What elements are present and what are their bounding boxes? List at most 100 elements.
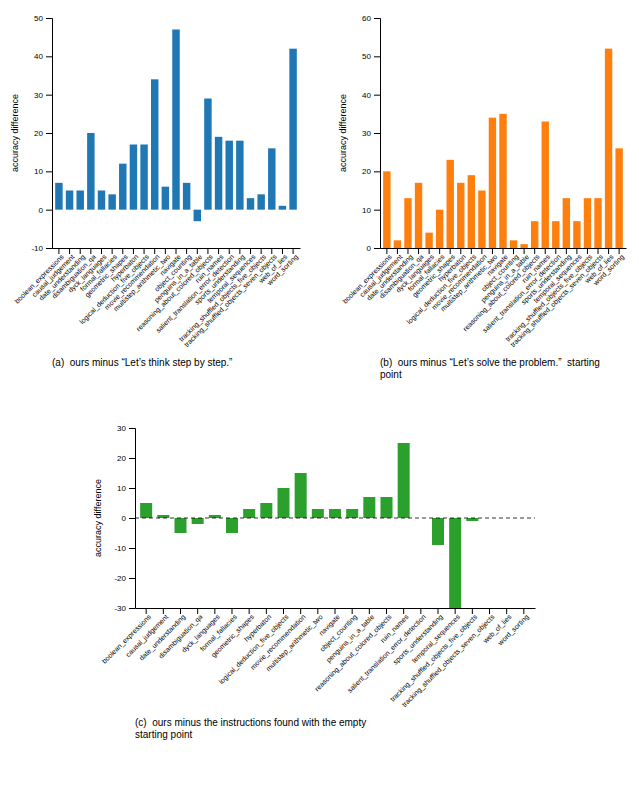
tick: 10 bbox=[362, 206, 380, 215]
plot-area bbox=[55, 30, 297, 222]
tick: 20 bbox=[34, 129, 52, 138]
tick: 0 bbox=[122, 514, 135, 523]
tick-mark bbox=[129, 458, 135, 459]
bar bbox=[563, 198, 570, 248]
bar bbox=[140, 145, 147, 210]
tick-label: 10 bbox=[34, 167, 43, 176]
bar bbox=[277, 488, 289, 518]
tick-label: 20 bbox=[34, 129, 43, 138]
tick-label: 10 bbox=[362, 206, 371, 215]
tick: -10 bbox=[114, 544, 135, 553]
tick-label: 20 bbox=[362, 167, 371, 176]
axis-line bbox=[46, 19, 53, 249]
bar bbox=[157, 515, 169, 518]
tick-label: tracking_shuffled_objects_five_objects bbox=[504, 253, 595, 344]
tick-mark bbox=[129, 608, 135, 609]
bar bbox=[98, 191, 105, 210]
bar bbox=[468, 175, 475, 248]
tick-label: movie_recommendation bbox=[103, 253, 162, 312]
tick: word_sorting bbox=[496, 608, 531, 648]
axis-title: accuracy difference bbox=[10, 94, 20, 172]
tick-mark bbox=[374, 171, 380, 172]
tick: word_sorting bbox=[265, 248, 300, 288]
bar bbox=[260, 503, 272, 518]
tick-mark bbox=[374, 248, 380, 249]
tick: 10 bbox=[34, 167, 52, 176]
y-axis: -1001020304050 bbox=[31, 14, 52, 253]
tick-mark bbox=[374, 95, 380, 96]
tick-label: tracking_shuffled_objects_five_objects bbox=[178, 253, 269, 344]
tick: tracking_shuffled_objects_five_objects bbox=[178, 248, 269, 343]
bar bbox=[605, 49, 612, 248]
bar bbox=[268, 148, 275, 209]
bar bbox=[162, 187, 169, 210]
tick-mark bbox=[129, 488, 135, 489]
tick-mark bbox=[46, 171, 52, 172]
panel: -30-20-100102030boolean_expressionscausa… bbox=[93, 424, 536, 740]
bar bbox=[542, 122, 549, 249]
tick-mark bbox=[46, 95, 52, 96]
x-axis: boolean_expressionscausal_judgementdate_… bbox=[100, 608, 535, 709]
bar bbox=[383, 171, 390, 248]
tick-label: logical_deduction_five_objects bbox=[78, 253, 151, 326]
bar bbox=[457, 183, 464, 248]
bar bbox=[499, 114, 506, 248]
tick: 60 bbox=[362, 14, 380, 23]
tick-label: -20 bbox=[114, 574, 126, 583]
bar bbox=[520, 244, 527, 248]
tick-label: 30 bbox=[34, 91, 43, 100]
tick-mark bbox=[46, 210, 52, 211]
bar bbox=[510, 240, 517, 248]
bar bbox=[594, 198, 601, 248]
bar bbox=[329, 509, 341, 518]
tick-mark bbox=[129, 548, 135, 549]
bar bbox=[380, 497, 392, 518]
tick-label: tracking_shuffled_objects_five_objects bbox=[389, 613, 480, 704]
bar bbox=[215, 137, 222, 210]
bar bbox=[209, 515, 221, 518]
tick-mark bbox=[374, 133, 380, 134]
bar bbox=[394, 240, 401, 248]
bar bbox=[432, 518, 444, 545]
tick: -10 bbox=[31, 244, 52, 253]
bar bbox=[449, 518, 461, 608]
tick-label: movie_recommendation bbox=[430, 253, 489, 312]
tick-label: -10 bbox=[31, 244, 43, 253]
caption-line: (c) ours minus the instructions found wi… bbox=[135, 717, 366, 728]
tick: movie_recommendation bbox=[103, 248, 162, 312]
tick-label: 0 bbox=[122, 514, 127, 523]
bar bbox=[295, 473, 307, 518]
bar bbox=[194, 210, 201, 222]
caption-line: starting point bbox=[135, 729, 192, 740]
bar bbox=[257, 194, 264, 209]
tick-mark bbox=[46, 133, 52, 134]
axis-line bbox=[129, 429, 136, 609]
tick-mark bbox=[129, 578, 135, 579]
tick-label: word_sorting bbox=[591, 253, 626, 288]
tick: 30 bbox=[117, 424, 135, 433]
tick-mark bbox=[374, 56, 380, 57]
tick-label: 50 bbox=[34, 14, 43, 23]
bar bbox=[236, 141, 243, 210]
caption: (b) ours minus “Let’s solve the problem.… bbox=[380, 357, 600, 380]
bar bbox=[76, 191, 83, 210]
tick: 40 bbox=[362, 91, 380, 100]
bar bbox=[447, 160, 454, 248]
tick-label: tracking_shuffled_objects_seven_objects bbox=[183, 253, 279, 349]
tick-label: 40 bbox=[362, 91, 371, 100]
tick: 50 bbox=[34, 14, 52, 23]
bar bbox=[346, 509, 358, 518]
bar bbox=[151, 79, 158, 209]
bar bbox=[404, 198, 411, 248]
bar bbox=[279, 206, 286, 210]
tick: 30 bbox=[362, 129, 380, 138]
tick-mark bbox=[46, 18, 52, 19]
tick: multistep_arithmetic_two bbox=[264, 608, 324, 673]
bar bbox=[398, 443, 410, 518]
caption-line: (a) ours minus “Let’s think step by step… bbox=[52, 357, 232, 368]
tick-mark bbox=[129, 428, 135, 429]
tick-label: 0 bbox=[367, 244, 372, 253]
tick-label: multistep_arithmetic_two bbox=[264, 613, 324, 673]
caption-line: (b) ours minus “Let’s solve the problem.… bbox=[380, 357, 600, 368]
axis-line bbox=[374, 19, 381, 249]
